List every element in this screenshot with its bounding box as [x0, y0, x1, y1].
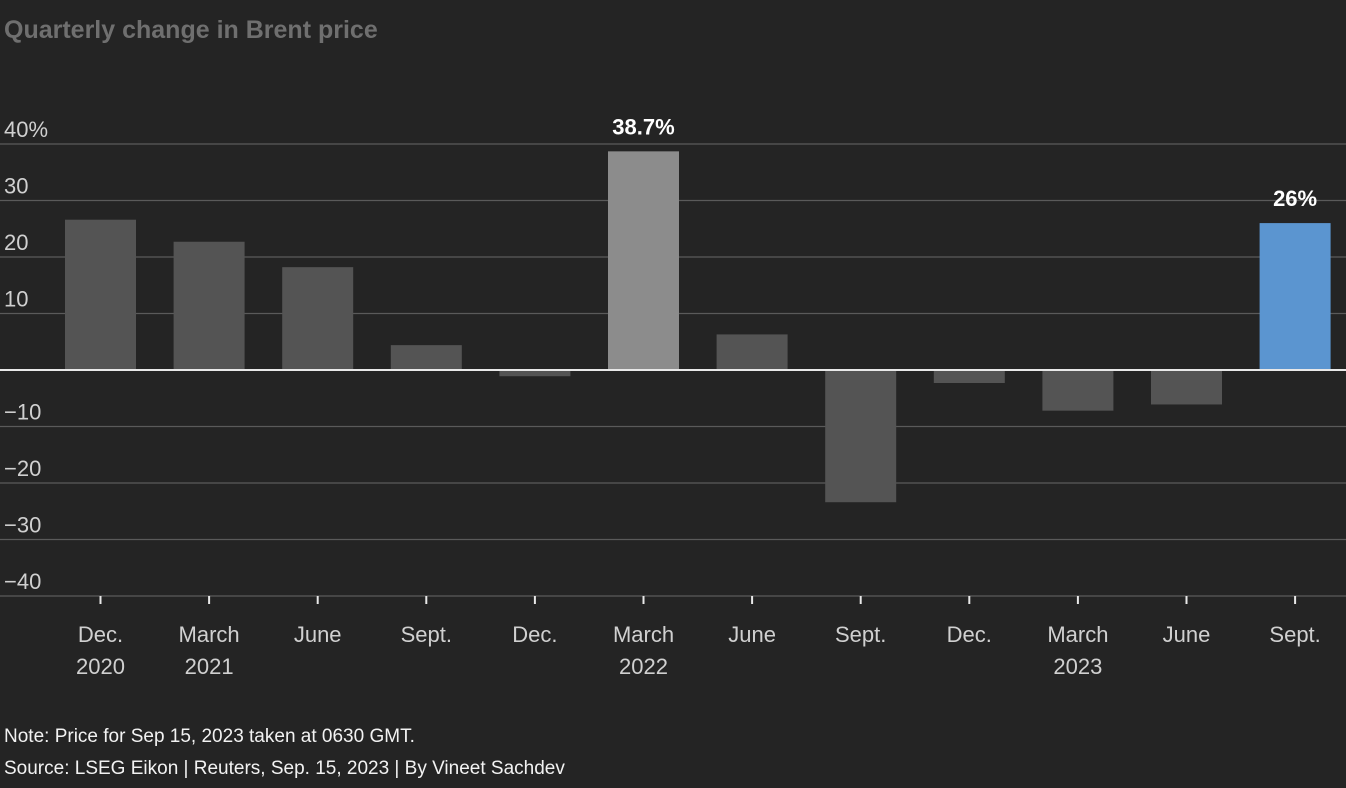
y-tick-label: 20	[4, 230, 28, 255]
x-tick-label: Dec. 2020	[76, 622, 125, 679]
x-tick-label: June	[1163, 622, 1211, 647]
chart-source: Source: LSEG Eikon | Reuters, Sep. 15, 2…	[4, 758, 565, 779]
bar	[1259, 223, 1331, 370]
y-tick-label: −20	[4, 456, 41, 481]
x-tick-label: Sept.	[835, 622, 886, 647]
bar	[608, 151, 679, 370]
x-tick-label: June	[728, 622, 776, 647]
x-tick-label: Dec.	[947, 622, 992, 647]
x-tick-label: Sept.	[1269, 622, 1320, 647]
x-tick-label: June	[294, 622, 342, 647]
x-tick-label: Sept.	[401, 622, 452, 647]
x-tick-label: Dec.	[512, 622, 557, 647]
x-tick-label: March 2022	[613, 622, 674, 679]
y-tick-label: 40%	[4, 117, 48, 142]
chart-title: Quarterly change in Brent price	[4, 16, 378, 44]
data-label: 26%	[1273, 186, 1317, 211]
x-axis-ticks: Dec. 2020 March 2021 June Sept. Dec. March 2022 J…	[76, 596, 1321, 679]
bar	[933, 370, 1005, 383]
y-tick-label: −30	[4, 513, 41, 538]
y-tick-label: 30	[4, 174, 28, 199]
x-tick-label: March 2023	[1047, 622, 1108, 679]
y-tick-label: −10	[4, 400, 41, 425]
data-labels: 38.7% 26%	[612, 114, 1317, 211]
bar	[173, 241, 245, 370]
data-label: 38.7%	[612, 114, 674, 139]
x-tick-label: March 2021	[179, 622, 240, 679]
y-axis-tick-labels: 40% 30 20 10 −10 −20 −30 −40	[4, 117, 48, 594]
bar	[65, 219, 136, 370]
bar	[282, 267, 354, 370]
bar	[1042, 370, 1114, 411]
bar	[825, 370, 897, 503]
chart-note: Note: Price for Sep 15, 2023 taken at 06…	[4, 726, 415, 747]
bar	[390, 345, 462, 370]
y-tick-label: −40	[4, 569, 41, 594]
bar	[716, 334, 788, 370]
y-tick-label: 10	[4, 287, 28, 312]
bars	[65, 151, 1331, 503]
bar	[1151, 370, 1222, 405]
bar	[499, 370, 571, 377]
